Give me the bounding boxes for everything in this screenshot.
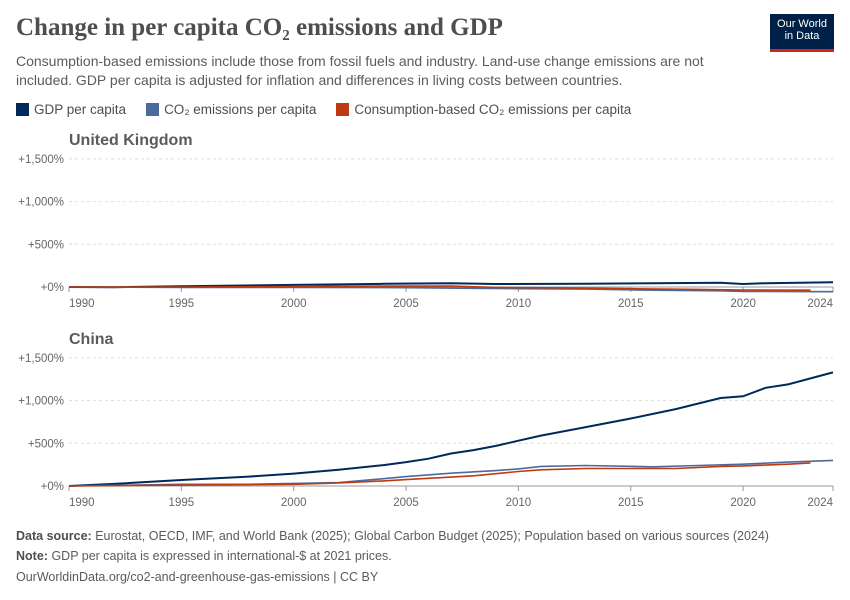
chart-title: Change in per capita CO₂ emissions and G… xyxy=(16,14,503,41)
x-tick-label: 1990 xyxy=(69,298,95,310)
series-line-consumption-co2 xyxy=(69,285,811,291)
x-tick-label: 1995 xyxy=(169,497,195,509)
y-tick-label: +500% xyxy=(28,239,64,251)
y-tick-label: +0% xyxy=(41,282,64,294)
x-tick-label: 2005 xyxy=(393,298,419,310)
owid-logo[interactable]: Our World in Data xyxy=(770,14,834,52)
x-tick-label: 2020 xyxy=(730,497,756,509)
legend-item-gdp[interactable]: GDP per capita xyxy=(16,102,126,117)
y-tick-label: +1,000% xyxy=(18,396,64,408)
x-tick-label: 2005 xyxy=(393,497,419,509)
x-tick-label: 1995 xyxy=(169,298,195,310)
y-tick-label: +1,500% xyxy=(18,353,64,365)
series-line-gdp xyxy=(68,371,834,487)
x-tick-label: 2020 xyxy=(730,298,756,310)
x-tick-label: 2010 xyxy=(506,497,532,509)
legend-swatch xyxy=(146,103,160,116)
panel-title: China xyxy=(69,331,114,348)
x-tick-label: 2015 xyxy=(618,298,644,310)
x-tick-label: 2000 xyxy=(281,497,307,509)
x-tick-label: 1990 xyxy=(69,497,95,509)
legend-label: GDP per capita xyxy=(34,102,127,117)
chart-subtitle: Consumption-based emissions include thos… xyxy=(16,53,704,88)
footer-url[interactable]: OurWorldinData.org/co2-and-greenhouse-ga… xyxy=(16,570,379,584)
series-line-consumption-co2 xyxy=(68,462,811,487)
footer-source: Data source: Eurostat, OECD, IMF, and Wo… xyxy=(16,529,769,543)
x-tick-label: 2000 xyxy=(281,298,307,310)
legend-label: CO₂ emissions per capita xyxy=(164,102,317,117)
y-tick-label: +0% xyxy=(41,481,64,493)
footer-note: Note: GDP per capita is expressed in int… xyxy=(16,549,392,563)
series-line-co2 xyxy=(68,459,834,487)
legend: GDP per capita CO₂ emissions per capita … xyxy=(16,102,631,117)
y-tick-label: +1,500% xyxy=(18,154,64,166)
x-tick-label: 2024 xyxy=(807,298,833,310)
y-tick-label: +1,000% xyxy=(18,197,64,209)
legend-label: Consumption-based CO₂ emissions per capi… xyxy=(354,102,632,117)
legend-swatch xyxy=(16,103,29,116)
y-tick-label: +500% xyxy=(28,438,64,450)
x-tick-label: 2015 xyxy=(618,497,644,509)
legend-item-co2[interactable]: CO₂ emissions per capita xyxy=(146,102,316,117)
x-tick-label: 2024 xyxy=(807,497,833,509)
x-tick-label: 2010 xyxy=(506,298,532,310)
legend-swatch xyxy=(336,103,350,116)
panel-title: United Kingdom xyxy=(69,132,193,149)
legend-item-consumption[interactable]: Consumption-based CO₂ emissions per capi… xyxy=(336,102,631,117)
